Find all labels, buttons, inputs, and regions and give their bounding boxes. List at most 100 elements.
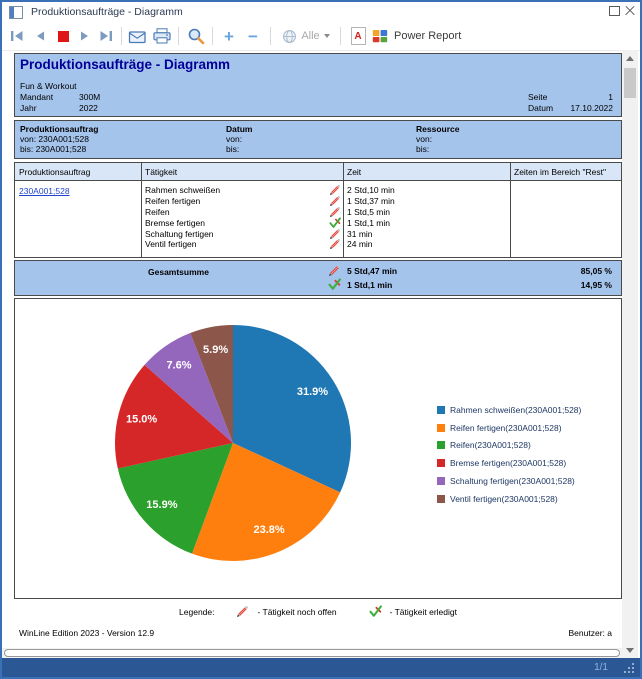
pie-slice bbox=[190, 325, 233, 443]
open-pencil-icon bbox=[328, 264, 341, 277]
chevron-down-icon bbox=[323, 34, 330, 38]
legend-label: Schaltung fertigen(230A001;528) bbox=[450, 476, 575, 487]
activity-time: 31 min bbox=[347, 228, 373, 239]
nav-previous-button[interactable] bbox=[30, 25, 50, 47]
activity-name: Ventil fertigen bbox=[145, 239, 197, 250]
nav-first-icon bbox=[10, 30, 24, 42]
legend-label: Reifen(230A001;528) bbox=[450, 440, 531, 451]
legend-item: Reifen(230A001;528) bbox=[437, 437, 581, 455]
pie-slice-label: 15.0% bbox=[126, 413, 157, 425]
filter-von: von: bbox=[226, 134, 243, 144]
legend-marker bbox=[437, 441, 445, 450]
legend-item: Reifen fertigen(230A001;528) bbox=[437, 419, 581, 437]
title-bar[interactable]: Produktionsaufträge - Diagramm bbox=[2, 2, 640, 22]
report-title: Produktionsaufträge - Diagramm bbox=[20, 57, 231, 72]
activity-name: Schaltung fertigen bbox=[145, 228, 214, 239]
close-button[interactable] bbox=[622, 3, 638, 19]
maximize-icon bbox=[608, 6, 620, 16]
printer-icon bbox=[152, 28, 172, 44]
vertical-scrollbar[interactable] bbox=[622, 50, 638, 658]
page-indicator: 1/1 bbox=[594, 662, 608, 673]
status-bar bbox=[2, 658, 640, 677]
legend-marker bbox=[437, 423, 445, 432]
pie-slice-label: 31.9% bbox=[297, 386, 328, 398]
legend-note-open: - Tätigkeit noch offen bbox=[257, 606, 337, 617]
total-band: Gesamtsumme 5 Std,47 min 1 Std,1 min 85,… bbox=[14, 260, 622, 296]
email-button[interactable] bbox=[126, 25, 150, 47]
power-report-icon bbox=[372, 29, 388, 43]
pie-chart: 31.9% 23.8% 15.9% 15.0% 7.6% 5.9% bbox=[115, 325, 351, 562]
print-button[interactable] bbox=[150, 25, 174, 47]
alle-dropdown[interactable]: Alle bbox=[276, 25, 336, 47]
maximize-button[interactable] bbox=[606, 3, 622, 19]
activity-time: 1 Std,1 min bbox=[347, 217, 390, 228]
toolbar-separator bbox=[121, 27, 122, 45]
legend-marker bbox=[437, 494, 445, 503]
vertical-scrollbar-thumb[interactable] bbox=[624, 68, 636, 98]
legend-note-label: Legende: bbox=[179, 606, 215, 617]
nav-next-button[interactable] bbox=[75, 25, 95, 47]
legend-label: Reifen fertigen(230A001;528) bbox=[450, 422, 562, 433]
done-check-icon bbox=[369, 605, 382, 618]
open-pencil-icon bbox=[236, 605, 249, 618]
legend-item: Schaltung fertigen(230A001;528) bbox=[437, 472, 581, 490]
window-title: Produktionsaufträge - Diagramm bbox=[31, 6, 183, 18]
legend-item: Ventil fertigen(230A001;528) bbox=[437, 490, 581, 508]
nav-first-button[interactable] bbox=[7, 25, 27, 47]
table-body-row: 230A001;528 Rahmen schweißen Reifen fert… bbox=[14, 180, 622, 258]
scroll-down-button[interactable] bbox=[622, 642, 638, 658]
globe-icon bbox=[282, 29, 297, 44]
search-button[interactable] bbox=[184, 25, 208, 47]
activity-time: 2 Std,10 min bbox=[347, 185, 395, 196]
legend-label: Rahmen schweißen(230A001;528) bbox=[450, 404, 582, 415]
legend-item: Rahmen schweißen(230A001;528) bbox=[437, 401, 581, 419]
seite-label: Seite bbox=[528, 92, 548, 102]
pie-slice-label: 7.6% bbox=[166, 360, 191, 372]
jahr-label: Jahr bbox=[20, 103, 37, 113]
filter-bis: bis: bbox=[226, 144, 240, 154]
total-done-percent: 14,95 % bbox=[580, 280, 612, 290]
filter-bis: bis: 230A001;528 bbox=[20, 144, 87, 154]
done-check-icon bbox=[328, 278, 341, 291]
chart-legend: Rahmen schweißen(230A001;528) Reifen fer… bbox=[437, 401, 581, 508]
jahr-value: 2022 bbox=[79, 103, 98, 113]
activity-name: Reifen bbox=[145, 206, 170, 217]
scroll-up-button[interactable] bbox=[622, 50, 638, 66]
seite-value: 1 bbox=[608, 92, 613, 102]
nav-next-icon bbox=[78, 30, 92, 42]
horizontal-scrollbar[interactable] bbox=[2, 648, 622, 658]
zoom-out-button[interactable]: − bbox=[242, 25, 264, 47]
filter-von: von: bbox=[416, 134, 433, 144]
legend-marker bbox=[437, 477, 445, 486]
activity-time: 1 Std,37 min bbox=[347, 196, 395, 207]
column-header: Tätigkeit bbox=[145, 167, 178, 177]
table-header-row: Produktionsauftrag Tätigkeit Zeit Zeiten… bbox=[14, 162, 622, 181]
stop-icon bbox=[57, 30, 69, 42]
resize-grip-icon[interactable] bbox=[632, 671, 634, 673]
activity-status-icon bbox=[329, 238, 341, 250]
minus-icon: − bbox=[248, 26, 258, 46]
activity-name: Reifen fertigen bbox=[145, 196, 201, 207]
activity-time: 1 Std,5 min bbox=[347, 206, 390, 217]
filter-band: Produktionsauftrag von: 230A001;528 bis:… bbox=[14, 120, 622, 159]
nav-previous-icon bbox=[33, 30, 47, 42]
stop-button[interactable] bbox=[53, 25, 73, 47]
activity-time: 24 min bbox=[347, 239, 373, 250]
nav-last-button[interactable] bbox=[96, 25, 116, 47]
email-icon bbox=[128, 28, 148, 44]
filter-von: von: 230A001;528 bbox=[20, 134, 90, 144]
alle-dropdown-label: Alle bbox=[301, 30, 320, 42]
pdf-icon: A bbox=[350, 27, 366, 45]
company-name: Fun & Workout bbox=[20, 81, 77, 91]
horizontal-scrollbar-thumb[interactable] bbox=[4, 649, 620, 657]
report-header-band: Produktionsaufträge - Diagramm Fun & Wor… bbox=[14, 53, 622, 117]
zoom-in-button[interactable]: + bbox=[218, 25, 240, 47]
legend-label: Ventil fertigen(230A001;528) bbox=[450, 493, 558, 504]
pie-slice-label: 5.9% bbox=[203, 344, 228, 356]
chart-area: 31.9% 23.8% 15.9% 15.0% 7.6% 5.9% Rahmen schw… bbox=[14, 298, 622, 599]
order-link[interactable]: 230A001;528 bbox=[19, 186, 70, 196]
pie-slice bbox=[233, 325, 351, 493]
power-report-button[interactable]: Power Report bbox=[372, 25, 482, 47]
filter-title: Ressource bbox=[416, 124, 460, 134]
pdf-export-button[interactable]: A bbox=[347, 25, 369, 47]
